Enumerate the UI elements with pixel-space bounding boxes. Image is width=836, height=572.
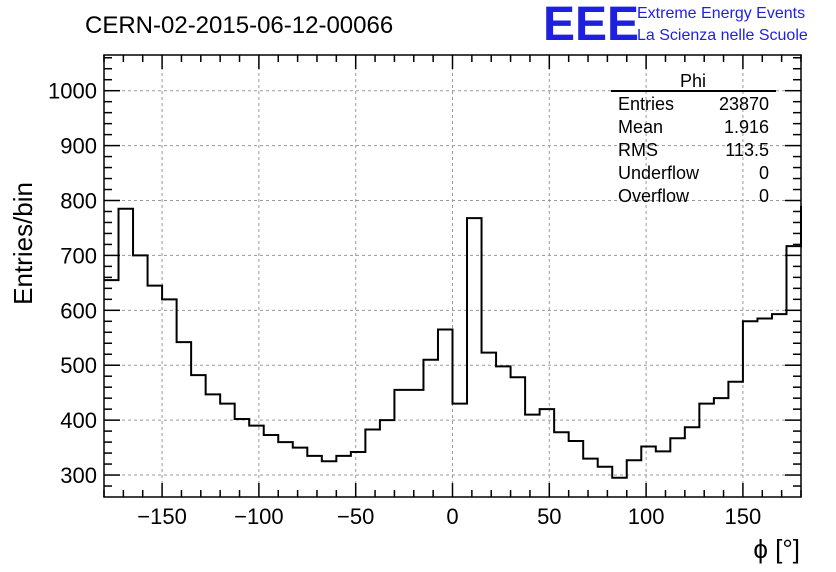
stats-row-value: 0 — [759, 163, 769, 183]
histogram-bin — [220, 404, 235, 497]
stats-box: Phi Entries 23870 Mean 1.916 RMS 113.5 Underfl… — [611, 71, 776, 206]
histogram-bin — [569, 441, 584, 497]
x-tick-labels: −150 −100 −50 0 50 100 150 — [137, 504, 761, 529]
x-tick-label: 0 — [446, 504, 458, 529]
histogram-bin — [307, 456, 322, 497]
y-axis-title: Entries/bin — [8, 182, 38, 305]
chart-title: CERN-02-2015-06-12-00066 — [85, 12, 393, 39]
stats-row-label: Entries — [618, 94, 674, 114]
stats-rows: Entries 23870 Mean 1.916 RMS 113.5 Underflow 0 O… — [618, 94, 769, 206]
histogram-bin — [438, 330, 453, 497]
stats-row-value: 1.916 — [724, 117, 769, 137]
histogram-bin — [394, 390, 409, 497]
histogram-bin — [786, 246, 801, 497]
stats-row-label: Underflow — [618, 163, 700, 183]
eee-logo: EEE Extreme Energy Events La Scienza nel… — [543, 0, 808, 51]
y-tick-label: 400 — [60, 408, 97, 433]
y-tick-label: 500 — [60, 353, 97, 378]
eee-logo-line1: Extreme Energy Events — [637, 5, 805, 22]
histogram-bin — [119, 209, 134, 497]
stats-row-label: Mean — [618, 117, 663, 137]
histogram-bin — [598, 467, 613, 497]
y-tick-label: 600 — [60, 298, 97, 323]
histogram-bin — [757, 319, 772, 497]
histogram-bin — [525, 415, 540, 497]
histogram-bin — [699, 404, 714, 497]
y-tick-label: 1000 — [48, 79, 97, 104]
histogram-bin — [540, 409, 555, 497]
histogram-bin — [612, 478, 627, 497]
histogram-bin — [336, 456, 351, 497]
histogram-bin — [511, 377, 526, 497]
stats-row-label: RMS — [618, 140, 658, 160]
histogram-bin — [148, 286, 163, 497]
histogram-bin — [249, 426, 264, 497]
y-tick-labels: 300 400 500 600 700 800 900 1000 — [48, 79, 97, 488]
histogram-line — [104, 205, 802, 479]
x-tick-label: 100 — [628, 504, 665, 529]
histogram-bin — [409, 390, 424, 497]
x-tick-label: 50 — [537, 504, 561, 529]
histogram-bin — [162, 299, 177, 497]
histogram-bin — [482, 353, 497, 497]
x-tick-label: −50 — [337, 504, 374, 529]
histogram-bin — [714, 398, 729, 497]
histogram-bin — [191, 375, 206, 497]
histogram-bin — [656, 451, 671, 497]
x-tick-label: 150 — [725, 504, 762, 529]
histogram-bin — [133, 255, 148, 497]
stats-box-title: Phi — [680, 71, 706, 91]
grid — [104, 55, 801, 497]
histogram-bin — [496, 366, 511, 497]
histogram-bin — [685, 427, 700, 497]
stats-row-value: 0 — [759, 186, 769, 206]
histogram-bin — [467, 218, 482, 497]
x-tick-label: −100 — [234, 504, 284, 529]
x-axis-title: ϕ [°] — [753, 534, 800, 564]
histogram-bin — [206, 394, 221, 497]
histogram-series — [104, 205, 802, 497]
histogram-bin — [728, 382, 743, 497]
histogram-bin — [264, 435, 279, 497]
histogram-bin — [772, 314, 787, 497]
histogram-bin — [235, 419, 250, 497]
histogram-bin — [641, 446, 656, 497]
eee-logo-line2: La Scienza nelle Scuole — [637, 27, 808, 44]
x-tick-label: −150 — [137, 504, 187, 529]
histogram-bin — [554, 432, 569, 497]
histogram-bin — [380, 420, 395, 497]
stats-row-label: Overflow — [618, 186, 690, 206]
histogram-bin — [453, 404, 468, 497]
y-tick-label: 900 — [60, 134, 97, 159]
histogram-bin — [177, 342, 192, 497]
histogram-bin — [670, 438, 685, 497]
y-tick-label: 700 — [60, 243, 97, 268]
axis-ticks — [103, 55, 802, 497]
y-tick-label: 300 — [60, 463, 97, 488]
histogram-bin — [583, 459, 598, 497]
eee-logo-mark: EEE — [543, 0, 639, 51]
histogram-bin — [322, 461, 337, 497]
stats-row-value: 23870 — [719, 94, 769, 114]
histogram-bin — [293, 448, 308, 497]
histogram-bin — [627, 460, 642, 497]
histogram-bin — [278, 442, 293, 497]
histogram-bin — [423, 360, 438, 497]
histogram-bin — [351, 452, 366, 497]
stats-row-value: 113.5 — [725, 140, 769, 160]
histogram-bin — [743, 321, 758, 497]
y-tick-label: 800 — [60, 189, 97, 214]
histogram-bin — [365, 429, 380, 497]
